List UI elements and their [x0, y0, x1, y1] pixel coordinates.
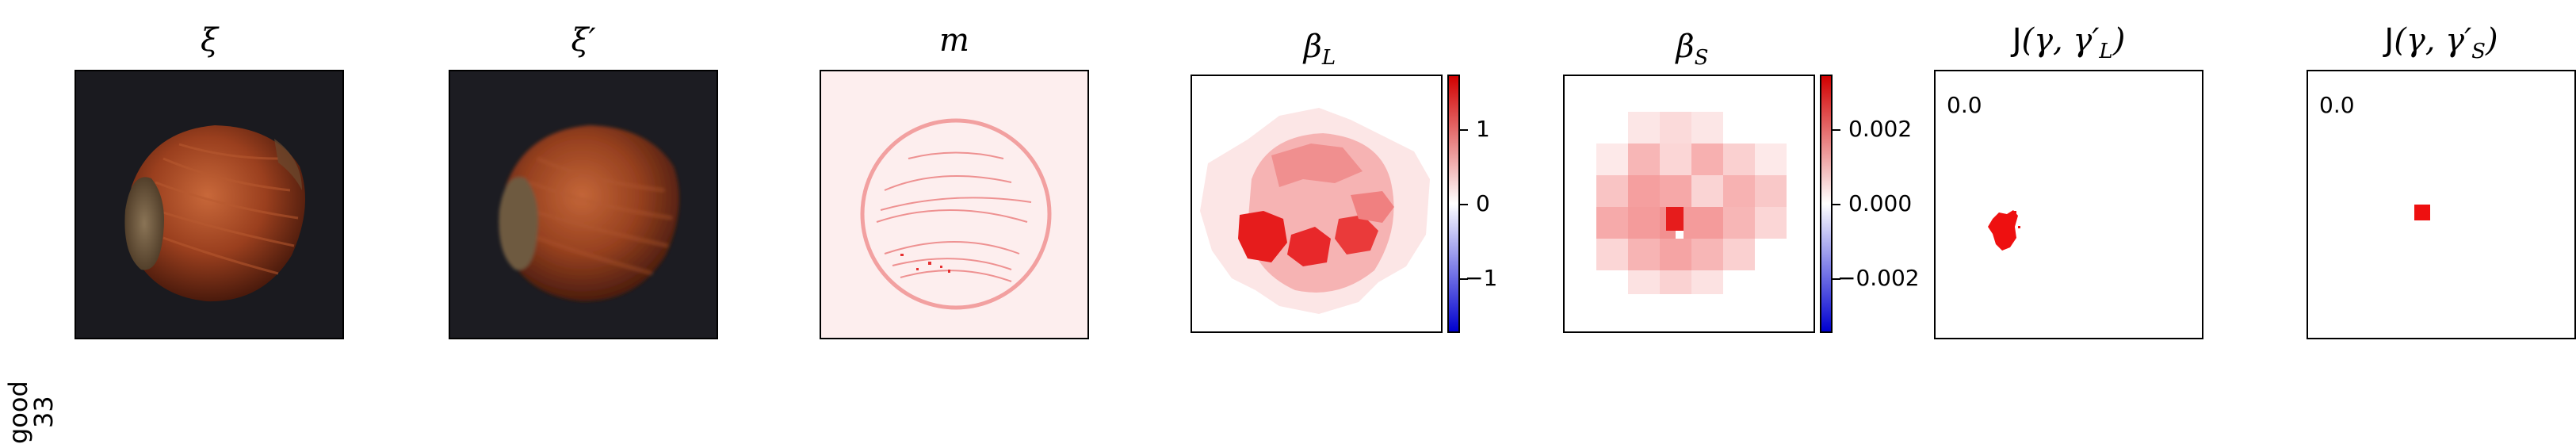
colorbar-S-tick	[1833, 204, 1840, 205]
colorbar-S-ticklabel: 0.000	[1848, 190, 1913, 216]
title-beta-S-text: β	[1676, 29, 1695, 65]
title-xi-prime: ξ′	[449, 22, 718, 59]
score-J-S: 0.0	[2319, 92, 2355, 118]
colorbar-S-ticklabel: −0.002	[1837, 265, 1920, 291]
colorbar-S-ticklabel: 0.002	[1848, 116, 1913, 142]
colorbar-L-ticklabel: 1	[1476, 116, 1490, 142]
title-J-S-prefix: J	[2384, 22, 2394, 59]
colorbar-S-tick	[1833, 129, 1840, 131]
title-beta-S: βS	[1565, 29, 1819, 70]
title-xi: ξ	[75, 22, 344, 59]
title-xi-text: ξ	[200, 22, 219, 59]
title-m: m	[820, 22, 1089, 59]
title-J-S: J(γ, γ′S)	[2307, 22, 2576, 63]
title-J-L: J(γ, γ′L)	[1934, 22, 2203, 63]
row-label: good 33	[0, 206, 63, 444]
colorbar-beta-S	[1820, 75, 1833, 333]
title-beta-L-sub: L	[1321, 46, 1336, 70]
title-J-L-end: )	[2112, 22, 2126, 59]
title-beta-S-sub: S	[1694, 46, 1709, 70]
map-J-S: 0.0	[2307, 70, 2576, 339]
score-J-L: 0.0	[1947, 92, 1982, 118]
title-xi-prime-text: ξ′	[571, 22, 596, 59]
map-m	[820, 70, 1089, 339]
title-m-text: m	[939, 22, 969, 59]
title-beta-L: βL	[1193, 29, 1447, 70]
title-J-S-rest: (γ, γ′	[2394, 22, 2472, 59]
colorbar-L-tick	[1460, 204, 1468, 205]
title-J-S-sub: S	[2471, 40, 2486, 63]
colorbar-L-ticklabel: −1	[1465, 265, 1498, 291]
row-label-index: 33	[29, 396, 59, 428]
colorbar-L-ticklabel: 0	[1476, 190, 1490, 216]
map-beta-S	[1563, 75, 1815, 333]
title-J-L-prefix: J	[2012, 22, 2022, 59]
title-beta-L-text: β	[1303, 29, 1322, 65]
colorbar-beta-L	[1447, 75, 1460, 333]
title-J-S-end: )	[2485, 22, 2498, 59]
map-J-L: 0.0	[1934, 70, 2203, 339]
image-xi-prime	[449, 70, 718, 339]
colorbar-L-tick	[1460, 278, 1468, 280]
map-beta-L	[1191, 75, 1443, 333]
colorbar-S-tick	[1833, 278, 1840, 280]
title-J-L-rest: (γ, γ′	[2021, 22, 2100, 59]
title-J-L-sub: L	[2099, 40, 2113, 63]
image-xi	[75, 70, 344, 339]
colorbar-L-tick	[1460, 129, 1468, 131]
